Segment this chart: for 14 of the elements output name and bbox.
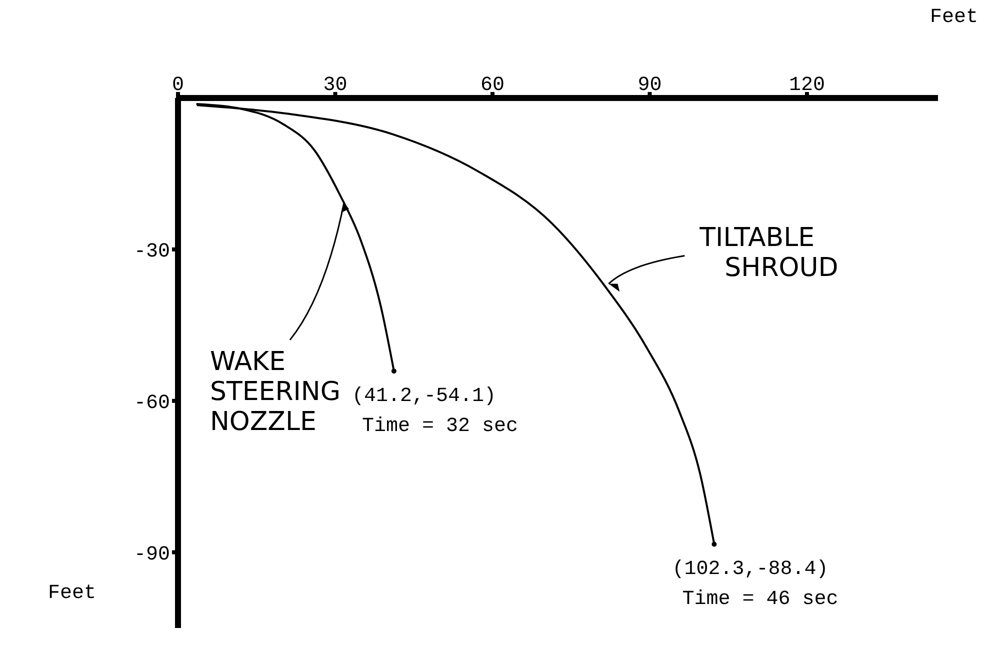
x-tick-label: 60 bbox=[480, 74, 504, 97]
legend-label: TILTABLE SHROUD bbox=[698, 222, 838, 283]
x-tick-label: 90 bbox=[638, 74, 662, 97]
y-tick-label: -60 bbox=[134, 392, 170, 415]
annotation: (102.3,-88.4) Time = 46 sec bbox=[672, 558, 838, 612]
y-axis-title: Feet bbox=[48, 582, 96, 605]
x-tick-label: 30 bbox=[323, 74, 348, 97]
annotation: (41.2,-54.1) Time = 32 sec bbox=[352, 385, 518, 438]
y-tick-label: -90 bbox=[134, 543, 170, 566]
x-axis-title: Feet bbox=[930, 6, 978, 30]
x-tick-label: 0 bbox=[172, 74, 184, 97]
series-label: WAKE STEERING NOZZLE bbox=[210, 346, 341, 437]
x-tick-label: 120 bbox=[788, 74, 825, 97]
y-tick-label: -30 bbox=[134, 240, 170, 264]
